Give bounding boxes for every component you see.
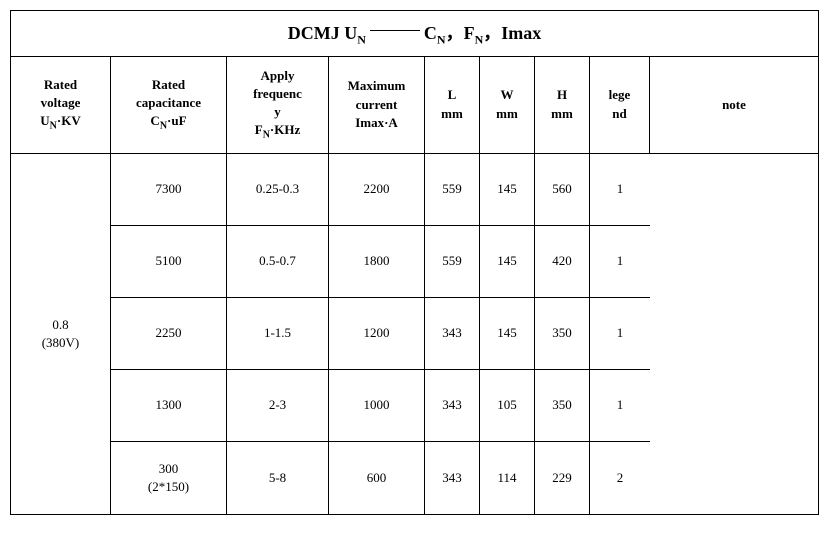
header-imax: Maximum current Imax·A <box>329 57 425 153</box>
cell-cap: 5100 <box>111 226 227 297</box>
cell-cap: 1300 <box>111 370 227 441</box>
cell-legend: 1 <box>590 226 650 297</box>
cell-legend: 1 <box>590 298 650 369</box>
cell-freq: 5-8 <box>227 442 329 514</box>
cell-imax: 600 <box>329 442 425 514</box>
title-text: DCMJ UNCN，FN，Imax <box>288 23 542 43</box>
table-row: 300 (2*150) 5-8 600 343 114 229 2 <box>111 442 650 514</box>
header-legend: lege nd <box>590 57 650 153</box>
table-title: DCMJ UNCN，FN，Imax <box>11 11 818 57</box>
cell-cap: 7300 <box>111 154 227 225</box>
voltage-cell: 0.8 (380V) <box>11 154 111 514</box>
cell-freq: 0.5-0.7 <box>227 226 329 297</box>
header-capacitance: Rated capacitance CN·uF <box>111 57 227 153</box>
cell-freq: 2-3 <box>227 370 329 441</box>
table-row: 2250 1-1.5 1200 343 145 350 1 <box>111 298 650 370</box>
cell-imax: 1800 <box>329 226 425 297</box>
spec-table: DCMJ UNCN，FN，Imax Rated voltage UN·KV Ra… <box>10 10 819 515</box>
cell-cap: 300 (2*150) <box>111 442 227 514</box>
cell-l: 343 <box>425 298 480 369</box>
cell-w: 145 <box>480 154 535 225</box>
cell-imax: 1200 <box>329 298 425 369</box>
header-note: note <box>650 57 818 153</box>
cell-l: 559 <box>425 226 480 297</box>
header-voltage: Rated voltage UN·KV <box>11 57 111 153</box>
header-width: W mm <box>480 57 535 153</box>
table-header-row: Rated voltage UN·KV Rated capacitance CN… <box>11 57 818 154</box>
cell-h: 420 <box>535 226 590 297</box>
cell-freq: 1-1.5 <box>227 298 329 369</box>
cell-h: 350 <box>535 298 590 369</box>
cell-w: 114 <box>480 442 535 514</box>
cell-l: 343 <box>425 442 480 514</box>
table-row: 7300 0.25-0.3 2200 559 145 560 1 <box>111 154 650 226</box>
header-frequency: Apply frequenc y FN·KHz <box>227 57 329 153</box>
cell-cap: 2250 <box>111 298 227 369</box>
cell-w: 145 <box>480 226 535 297</box>
cell-l: 559 <box>425 154 480 225</box>
note-cell <box>650 154 818 514</box>
table-row: 1300 2-3 1000 343 105 350 1 <box>111 370 650 442</box>
data-rows-mid: 7300 0.25-0.3 2200 559 145 560 1 5100 0.… <box>111 154 650 514</box>
cell-h: 560 <box>535 154 590 225</box>
cell-l: 343 <box>425 370 480 441</box>
cell-legend: 1 <box>590 370 650 441</box>
table-body: 0.8 (380V) 7300 0.25-0.3 2200 559 145 56… <box>11 154 818 514</box>
cell-freq: 0.25-0.3 <box>227 154 329 225</box>
cell-legend: 2 <box>590 442 650 514</box>
cell-h: 350 <box>535 370 590 441</box>
header-height: H mm <box>535 57 590 153</box>
cell-h: 229 <box>535 442 590 514</box>
cell-imax: 1000 <box>329 370 425 441</box>
cell-w: 105 <box>480 370 535 441</box>
table-row: 5100 0.5-0.7 1800 559 145 420 1 <box>111 226 650 298</box>
header-length: L mm <box>425 57 480 153</box>
cell-imax: 2200 <box>329 154 425 225</box>
cell-legend: 1 <box>590 154 650 225</box>
cell-w: 145 <box>480 298 535 369</box>
